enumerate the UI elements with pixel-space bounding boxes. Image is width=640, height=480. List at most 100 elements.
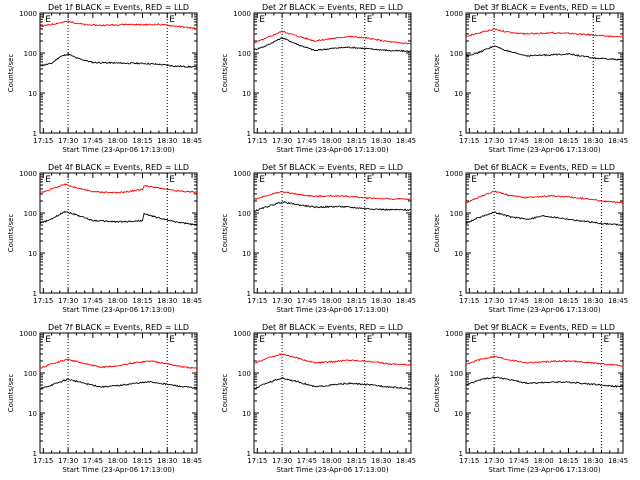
panel-title: Det 5f BLACK = Events, RED = LLD: [262, 163, 403, 172]
y-tick-label: 1: [247, 130, 251, 138]
x-tick-label: 17:15: [247, 137, 267, 145]
x-tick-label: 17:30: [484, 137, 504, 145]
x-tick-label: 17:45: [83, 137, 103, 145]
plot-frame: [465, 332, 624, 454]
x-tick-label: 18:15: [558, 457, 578, 465]
y-tick-label: 1000: [19, 10, 37, 18]
x-tick-label: 18:00: [322, 137, 342, 145]
series-line-events: [39, 378, 198, 390]
marker-letter: E: [45, 15, 51, 25]
y-axis-label: Counts/sec: [7, 374, 15, 413]
x-tick-label: 17:45: [83, 457, 103, 465]
x-tick-label: 18:00: [108, 457, 128, 465]
x-tick-label: 18:30: [157, 137, 177, 145]
x-tick-label: 18:15: [132, 297, 152, 305]
y-tick-label: 100: [24, 50, 37, 58]
x-tick-label: 18:45: [608, 137, 628, 145]
x-tick-label: 18:45: [608, 297, 628, 305]
series-line-events: [465, 211, 624, 227]
x-axis-label: Start Time (23-Apr-06 17:13:00): [62, 306, 174, 314]
panel-title: Det 1f BLACK = Events, RED = LLD: [48, 3, 189, 12]
plot-frame: [39, 172, 198, 294]
panel-det-8: Det 8f BLACK = Events, RED = LLD 1 10 100 10…: [221, 323, 416, 474]
y-tick-label: 1: [459, 290, 463, 298]
y-tick-label: 10: [242, 410, 251, 418]
plot-frame: [253, 172, 412, 294]
plot-frame: [465, 172, 624, 294]
marker-letter: E: [604, 335, 610, 345]
panel-det-7: Det 7f BLACK = Events, RED = LLD 1 10 100 10…: [7, 323, 202, 474]
x-tick-label: 17:30: [272, 297, 292, 305]
x-tick-label: 17:15: [247, 457, 267, 465]
x-tick-label: 18:00: [108, 137, 128, 145]
marker-letter: E: [367, 335, 373, 345]
y-tick-label: 10: [242, 250, 251, 258]
x-tick-label: 18:45: [182, 137, 202, 145]
series-line-events: [465, 376, 624, 388]
panel-title: Det 9f BLACK = Events, RED = LLD: [474, 323, 615, 332]
series-line-events: [253, 376, 412, 390]
plot-frame: [253, 12, 412, 134]
marker-letter: E: [595, 15, 601, 25]
y-tick-label: 100: [450, 370, 463, 378]
x-tick-label: 17:15: [459, 457, 479, 465]
x-tick-label: 18:30: [157, 297, 177, 305]
x-tick-label: 18:30: [583, 137, 603, 145]
series-line-lld: [253, 30, 412, 45]
y-tick-label: 10: [28, 250, 37, 258]
panel-title: Det 4f BLACK = Events, RED = LLD: [48, 163, 189, 172]
x-tick-label: 17:30: [272, 137, 292, 145]
x-axis-label: Start Time (23-Apr-06 17:13:00): [276, 306, 388, 314]
x-tick-label: 18:45: [396, 297, 416, 305]
x-tick-label: 18:15: [132, 457, 152, 465]
panel-title: Det 3f BLACK = Events, RED = LLD: [474, 3, 615, 12]
y-tick-label: 10: [28, 410, 37, 418]
marker-letter: E: [169, 15, 175, 25]
y-tick-label: 100: [238, 50, 251, 58]
y-tick-label: 1: [459, 450, 463, 458]
x-tick-label: 18:00: [108, 297, 128, 305]
panel-det-5: Det 5f BLACK = Events, RED = LLD 1 10 100 10…: [221, 163, 416, 314]
marker-letter: E: [367, 15, 373, 25]
y-tick-label: 10: [454, 90, 463, 98]
panel-det-3: Det 3f BLACK = Events, RED = LLD 1 10 100 10…: [433, 3, 628, 154]
y-tick-label: 10: [454, 410, 463, 418]
series-line-lld: [465, 190, 624, 204]
x-tick-label: 18:15: [346, 137, 366, 145]
x-tick-label: 17:45: [509, 297, 529, 305]
x-tick-label: 18:45: [608, 457, 628, 465]
x-tick-label: 17:15: [247, 297, 267, 305]
x-tick-label: 17:45: [509, 137, 529, 145]
panel-title: Det 8f BLACK = Events, RED = LLD: [262, 323, 403, 332]
plot-frame: [465, 12, 624, 134]
series-line-events: [39, 52, 198, 69]
x-tick-label: 17:30: [58, 457, 78, 465]
panel-det-9: Det 9f BLACK = Events, RED = LLD 1 10 100 10…: [433, 323, 628, 474]
series-line-lld: [465, 28, 624, 38]
x-tick-label: 17:45: [83, 297, 103, 305]
plot-frame: [39, 12, 198, 134]
marker-letter: E: [45, 335, 51, 345]
x-tick-label: 18:00: [322, 457, 342, 465]
x-tick-label: 18:30: [157, 457, 177, 465]
series-line-lld: [39, 358, 198, 370]
x-axis-label: Start Time (23-Apr-06 17:13:00): [488, 306, 600, 314]
y-tick-label: 1: [33, 130, 37, 138]
x-tick-label: 17:15: [33, 297, 53, 305]
y-tick-label: 10: [454, 250, 463, 258]
y-axis-label: Counts/sec: [433, 214, 441, 253]
x-tick-label: 18:15: [132, 137, 152, 145]
panel-title: Det 2f BLACK = Events, RED = LLD: [262, 3, 403, 12]
y-tick-label: 1000: [233, 10, 251, 18]
x-tick-label: 17:45: [297, 457, 317, 465]
x-tick-label: 18:45: [396, 457, 416, 465]
plot-frame: [253, 332, 412, 454]
y-axis-label: Counts/sec: [433, 54, 441, 93]
series-line-lld: [253, 191, 412, 201]
x-axis-label: Start Time (23-Apr-06 17:13:00): [276, 146, 388, 154]
x-axis-label: Start Time (23-Apr-06 17:13:00): [488, 146, 600, 154]
x-tick-label: 18:30: [371, 137, 391, 145]
x-axis-label: Start Time (23-Apr-06 17:13:00): [488, 466, 600, 474]
x-tick-label: 17:30: [58, 297, 78, 305]
